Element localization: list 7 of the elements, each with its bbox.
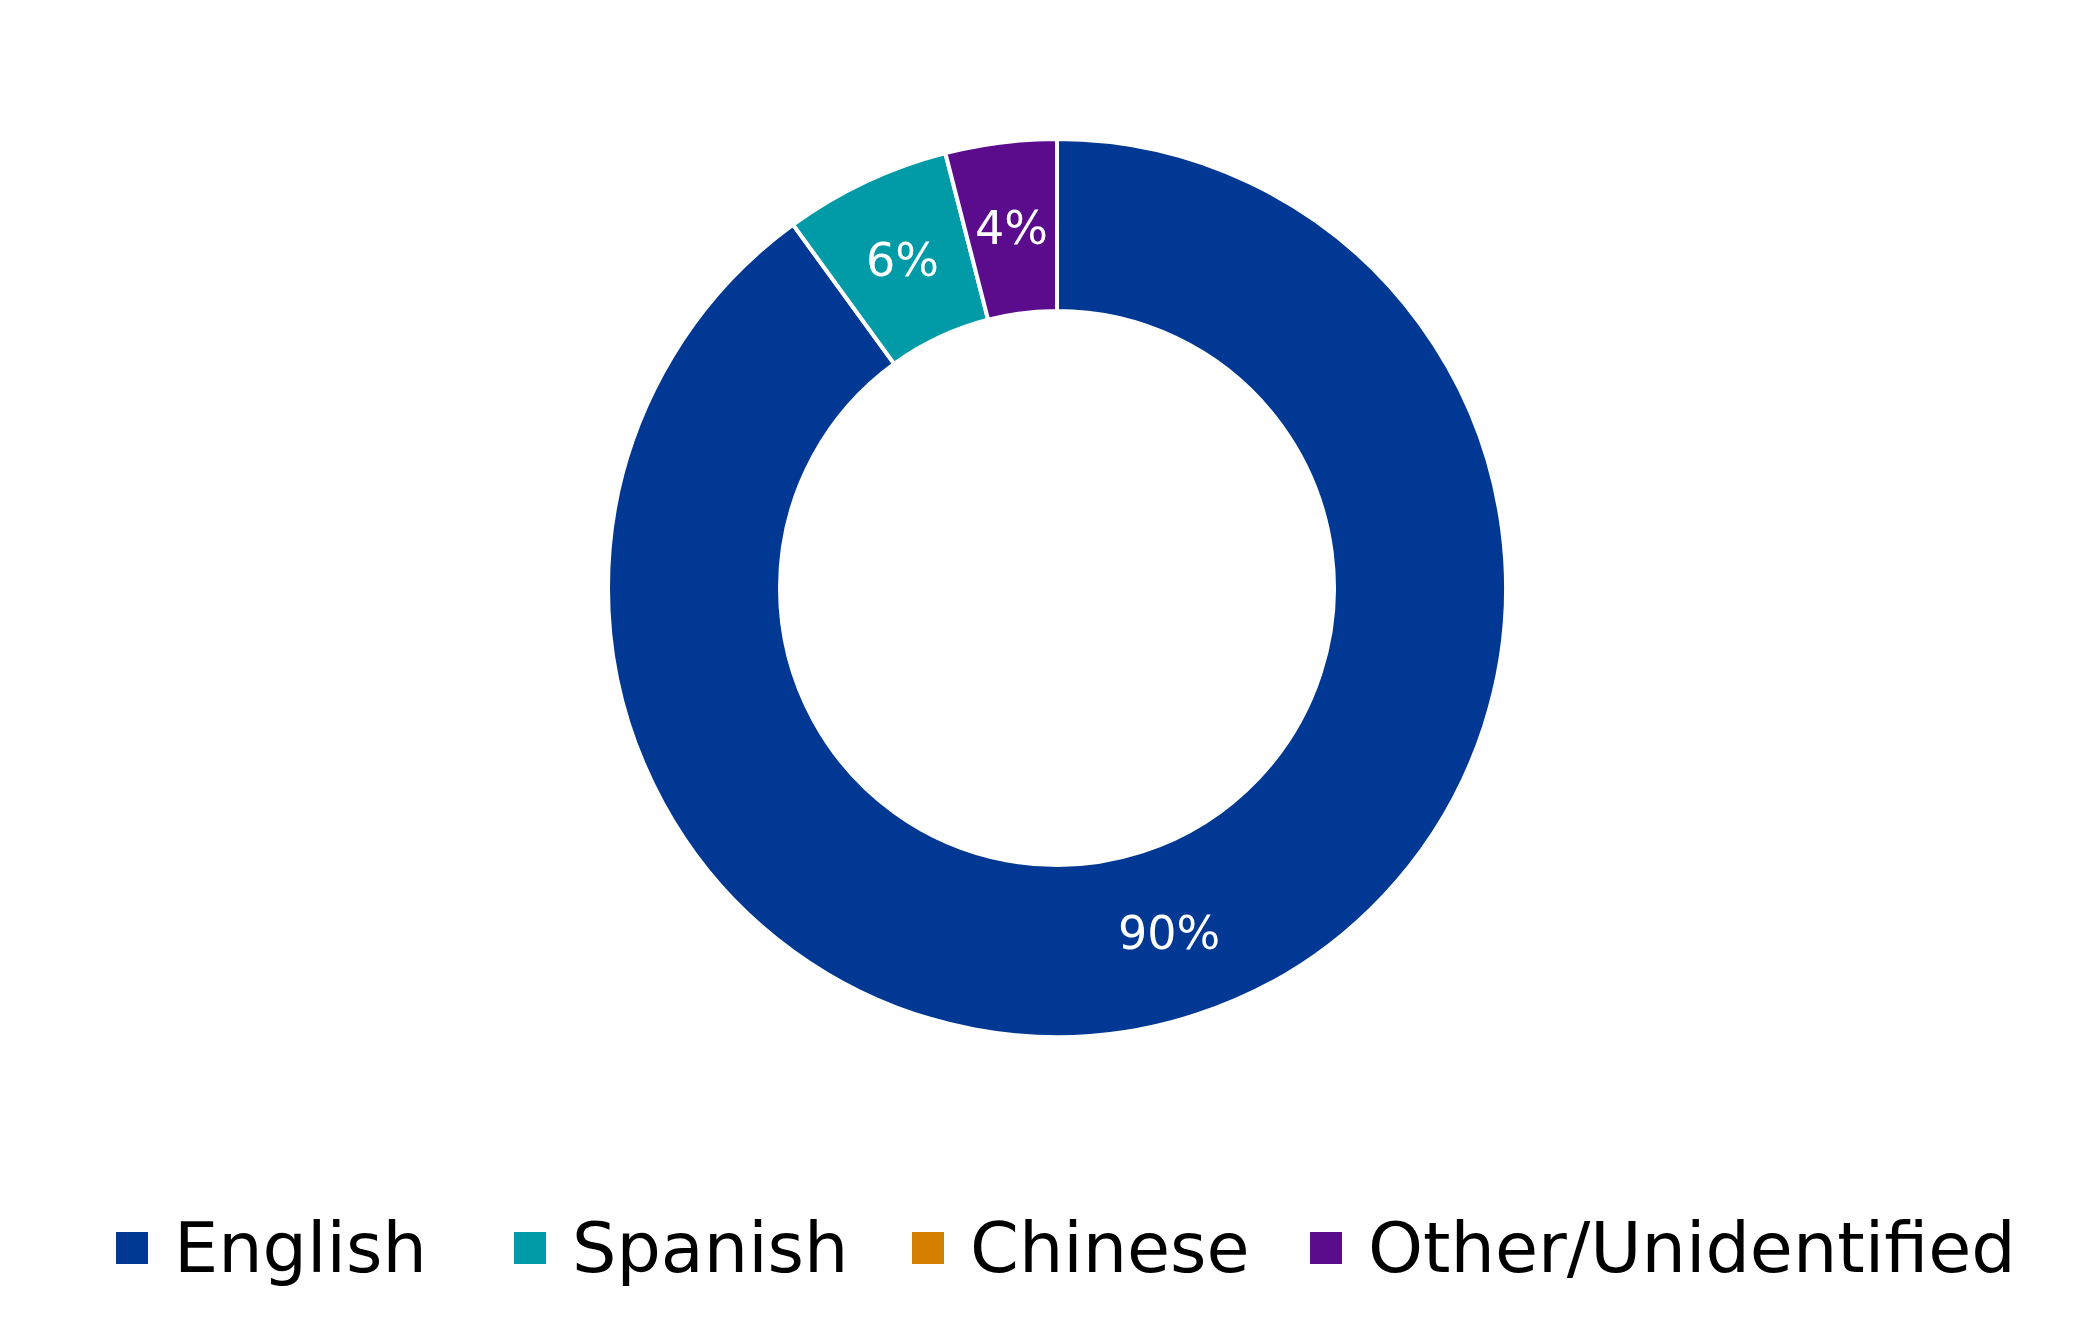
data-label: 90%: [1118, 906, 1221, 961]
legend-label: Other/Unidentified: [1368, 1207, 2016, 1289]
legend-label: Chinese: [970, 1207, 1250, 1289]
data-label: 6%: [865, 232, 939, 287]
legend-label: Spanish: [572, 1207, 849, 1289]
legend-label: English: [174, 1207, 427, 1289]
data-label: 4%: [975, 200, 1048, 255]
